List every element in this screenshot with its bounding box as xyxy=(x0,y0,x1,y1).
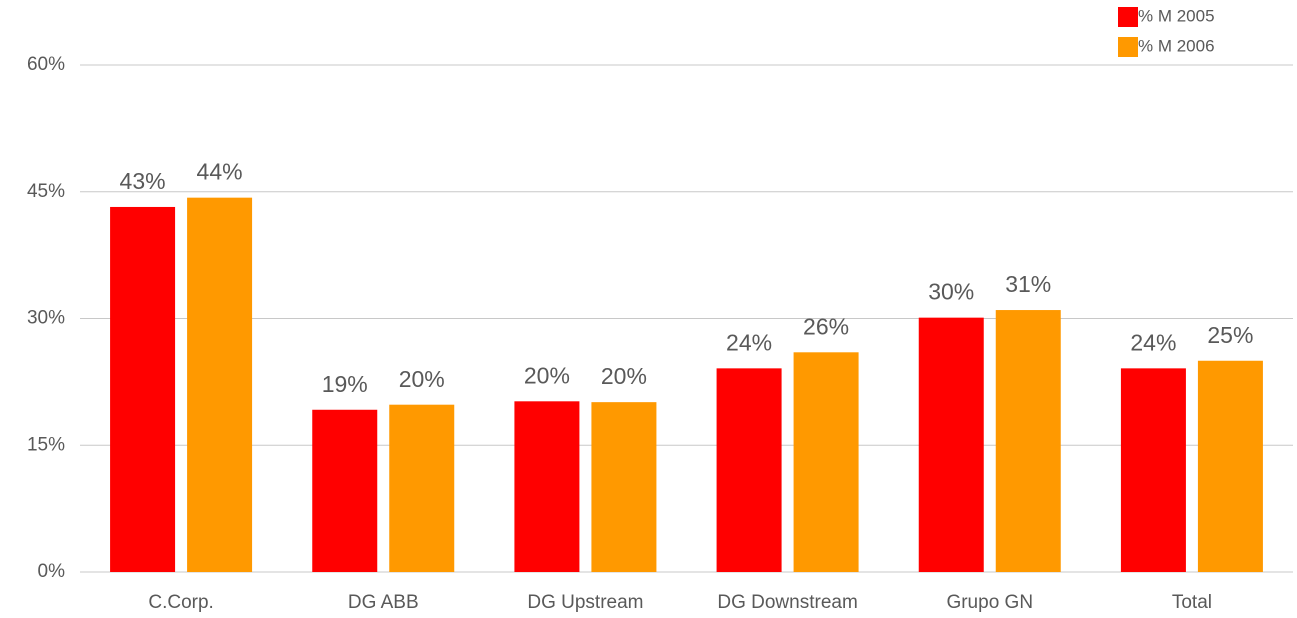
y-tick-label: 45% xyxy=(27,181,65,202)
data-label: 26% xyxy=(803,313,849,339)
data-label: 31% xyxy=(1005,271,1051,297)
y-tick-label: 0% xyxy=(38,561,66,582)
data-label: 24% xyxy=(1130,329,1176,355)
x-tick-label: Grupo GN xyxy=(946,592,1033,613)
x-tick-label: DG ABB xyxy=(348,592,419,613)
data-label: 19% xyxy=(322,371,368,397)
data-label: 20% xyxy=(399,366,445,392)
data-label: 43% xyxy=(120,168,166,194)
bar xyxy=(312,409,378,572)
bar xyxy=(187,197,253,573)
legend-swatch xyxy=(1118,37,1138,57)
bar xyxy=(716,368,782,572)
y-tick-label: 30% xyxy=(27,308,65,329)
bar xyxy=(1197,360,1263,572)
data-label: 25% xyxy=(1207,322,1253,348)
legend-label: % M 2005 xyxy=(1138,6,1215,25)
x-tick-label: DG Upstream xyxy=(527,592,643,613)
bar xyxy=(591,402,657,572)
data-label: 44% xyxy=(197,159,243,185)
bar xyxy=(918,317,984,572)
x-tick-label: C.Corp. xyxy=(148,592,213,613)
bar xyxy=(389,404,455,572)
data-label: 20% xyxy=(524,362,570,388)
legend-label: % M 2006 xyxy=(1138,36,1215,55)
bar xyxy=(995,310,1061,572)
y-tick-label: 15% xyxy=(27,434,65,455)
bar xyxy=(514,401,580,572)
y-tick-label: 60% xyxy=(27,54,65,75)
data-label: 20% xyxy=(601,363,647,389)
x-tick-label: DG Downstream xyxy=(717,592,857,613)
data-label: 24% xyxy=(726,329,772,355)
legend-swatch xyxy=(1118,7,1138,27)
bar xyxy=(110,206,176,572)
x-tick-label: Total xyxy=(1172,592,1212,613)
bar xyxy=(793,352,859,572)
bar xyxy=(1120,368,1186,572)
data-label: 30% xyxy=(928,279,974,305)
